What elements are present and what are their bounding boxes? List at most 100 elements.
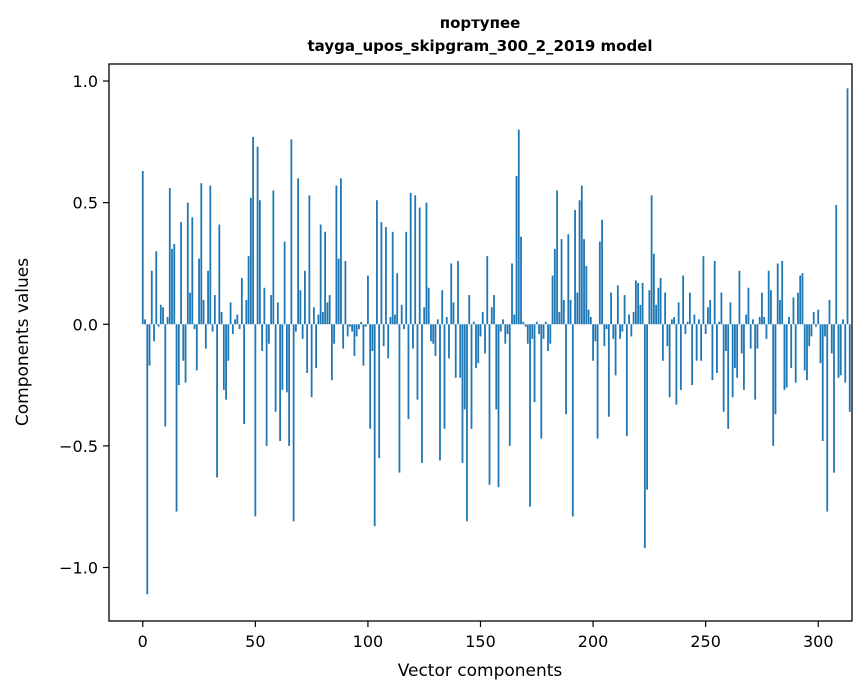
bar (589, 316, 592, 325)
bar (430, 324, 432, 342)
bar (423, 307, 426, 325)
bar (175, 324, 178, 512)
bar (646, 324, 649, 490)
bar (736, 324, 739, 378)
bar (628, 314, 630, 325)
bar (470, 324, 473, 429)
bar (531, 324, 534, 339)
bar (502, 319, 504, 325)
bar (490, 307, 493, 325)
bar (324, 231, 327, 325)
bar (756, 324, 759, 349)
bar (711, 324, 714, 381)
bar (380, 222, 383, 325)
bar (734, 324, 736, 369)
x-tick-label: 300 (803, 632, 834, 651)
x-tick-label: 200 (578, 632, 609, 651)
bar (621, 324, 624, 332)
bar (779, 299, 781, 325)
bar (396, 273, 399, 325)
bar (353, 324, 356, 356)
bar (220, 312, 223, 325)
bar (808, 324, 811, 347)
bar (231, 324, 234, 334)
bar (553, 248, 556, 325)
bar (382, 324, 385, 347)
bar (222, 324, 225, 390)
bar (551, 275, 554, 325)
bar (675, 324, 678, 405)
bar (301, 324, 304, 339)
bar (517, 129, 520, 325)
bar (256, 146, 259, 325)
bar (722, 324, 725, 412)
bar (317, 314, 320, 325)
bar (718, 321, 721, 325)
bar (810, 324, 813, 337)
bar (698, 319, 700, 325)
bar (292, 324, 295, 522)
bar (488, 324, 491, 485)
bar (164, 324, 167, 427)
bar (351, 324, 354, 332)
bar (335, 185, 338, 325)
bar (727, 324, 730, 429)
bar (371, 324, 374, 352)
bar (387, 324, 390, 359)
bar (592, 324, 594, 361)
bar (513, 314, 516, 325)
bar (668, 324, 671, 398)
bar (643, 324, 646, 549)
bar (630, 324, 633, 337)
bar (439, 324, 441, 461)
bar (562, 299, 565, 325)
bar (159, 304, 162, 325)
bar (542, 324, 545, 339)
bar (826, 324, 829, 512)
bar (673, 316, 676, 325)
bar (150, 270, 153, 325)
bar (574, 209, 576, 325)
bar (189, 292, 191, 325)
bar (272, 190, 275, 325)
bar (479, 324, 482, 337)
bar (155, 251, 158, 325)
bar (815, 324, 817, 327)
bar (360, 321, 363, 325)
bar (254, 324, 257, 517)
bar (839, 324, 842, 376)
bar (614, 324, 617, 376)
bar (598, 241, 601, 325)
bar (443, 324, 446, 429)
bar (806, 324, 808, 381)
x-tick-label: 100 (353, 632, 384, 651)
bar (524, 324, 527, 327)
bar (686, 321, 689, 325)
bar (227, 324, 230, 361)
bar (610, 292, 612, 325)
bar (535, 321, 538, 325)
bar (547, 324, 549, 352)
bar (803, 324, 806, 371)
bar (560, 239, 563, 325)
bar (765, 324, 768, 339)
bar (792, 297, 795, 325)
plot-frame (108, 63, 853, 622)
bar (594, 324, 597, 342)
x-axis-label: Vector components (398, 661, 563, 681)
bar (403, 324, 405, 330)
bar (416, 324, 419, 400)
bar (340, 178, 342, 325)
bar (425, 202, 428, 325)
bar (202, 299, 205, 325)
bar (436, 319, 439, 325)
bar (725, 324, 727, 352)
bars-group (141, 88, 851, 595)
bar (450, 263, 453, 325)
bar (799, 275, 802, 325)
bar (303, 270, 306, 325)
bar (193, 324, 196, 330)
bar (704, 324, 707, 334)
bar (434, 324, 437, 356)
bar (790, 324, 793, 369)
